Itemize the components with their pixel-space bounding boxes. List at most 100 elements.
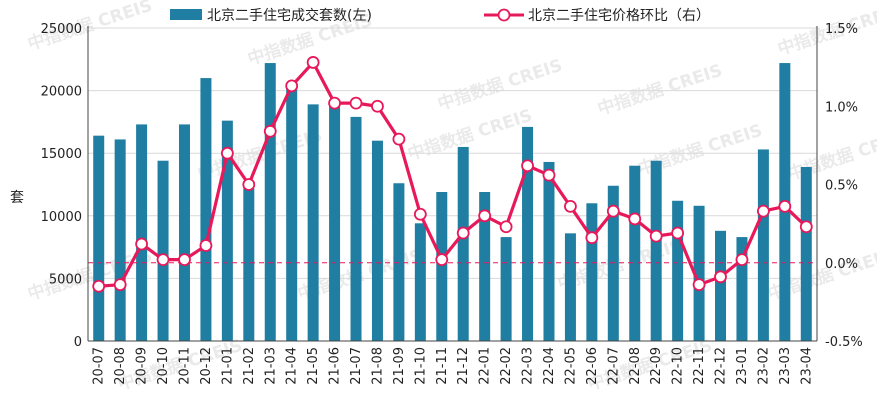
line-point [628, 212, 642, 226]
bar [586, 203, 598, 341]
bar [607, 185, 619, 341]
bar [457, 146, 469, 341]
line-point [499, 220, 513, 234]
line-point [113, 278, 127, 292]
bar [543, 161, 555, 341]
line-point [756, 204, 770, 218]
bar [329, 104, 341, 341]
line-point [92, 279, 106, 293]
line-point [671, 226, 685, 240]
bar [436, 192, 448, 341]
x-tick-label: 21-02 [242, 347, 257, 385]
x-tick-label: 21-04 [285, 347, 300, 385]
x-tick-label: 21-10 [413, 347, 428, 385]
x-tick-label: 21-06 [328, 347, 343, 385]
line-point [349, 96, 363, 110]
line-point [521, 159, 534, 173]
line-point [778, 200, 792, 213]
line-point [585, 231, 599, 245]
line-point [135, 237, 149, 251]
line-point [371, 99, 384, 113]
line-point [328, 96, 341, 110]
left-axis-ticks: 0 5000 10000 15000 20000 25000 [41, 22, 82, 350]
left-tick-label: 10000 [41, 210, 82, 225]
bar [736, 237, 748, 341]
x-tick-label: 21-11 [435, 347, 450, 385]
line-point [735, 253, 749, 267]
right-tick-label: -0.5% [825, 335, 863, 350]
bar [371, 140, 383, 341]
x-tick-label: 20-11 [177, 347, 192, 385]
legend-bar-swatch [170, 9, 202, 20]
bar [672, 200, 684, 341]
bar [157, 160, 169, 341]
left-tick-label: 15000 [41, 147, 82, 162]
bar [93, 135, 105, 341]
right-tick-label: 0.5% [825, 179, 858, 194]
line-point [263, 124, 277, 138]
x-tick-label: 22-03 [521, 347, 536, 385]
x-tick-label: 22-05 [563, 347, 578, 385]
line-point [392, 132, 406, 146]
legend-bar-label: 北京二手住宅成交套数(左) [207, 7, 372, 24]
bar [136, 124, 148, 342]
right-tick-label: 1.5% [825, 22, 858, 37]
x-tick-label: 22-08 [628, 347, 643, 385]
line-point [456, 226, 470, 240]
left-axis-label: 套 [10, 190, 24, 206]
line-point [564, 200, 577, 213]
x-tick-label: 22-11 [692, 347, 707, 385]
x-tick-label: 22-09 [649, 347, 664, 385]
left-tick-label: 0 [74, 335, 82, 350]
line-point [220, 146, 234, 160]
line-point [242, 178, 256, 191]
legend: 北京二手住宅成交套数(左) 北京二手住宅价格环比（右） [170, 7, 710, 24]
x-axis-ticks: 20-07 20-08 20-09 20-10 20-11 20-12 21-01 21-02… [92, 347, 815, 385]
x-tick-label: 20-07 [92, 347, 107, 385]
x-tick-label: 22-02 [499, 347, 514, 385]
bar [286, 88, 298, 341]
x-tick-label: 20-09 [135, 347, 150, 385]
bar [243, 188, 255, 341]
x-tick-label: 23-03 [778, 347, 793, 385]
watermark-text: 中指数据 CREIS [405, 105, 535, 165]
x-tick-label: 22-04 [542, 347, 557, 385]
x-tick-label: 23-01 [735, 347, 750, 385]
legend-line-label: 北京二手住宅价格环比（右） [528, 8, 710, 24]
line-point [285, 79, 299, 93]
x-tick-label: 22-01 [478, 347, 493, 385]
bar [800, 166, 812, 341]
bar [350, 116, 362, 341]
bar [500, 237, 512, 341]
bar [200, 78, 212, 341]
left-tick-label: 20000 [41, 85, 82, 100]
line-point [542, 168, 556, 182]
left-tick-label: 5000 [49, 272, 82, 287]
bar [479, 192, 491, 341]
bar [693, 205, 705, 341]
line-point [478, 209, 492, 223]
x-tick-label: 21-03 [263, 347, 278, 385]
x-tick-label: 20-10 [156, 347, 171, 385]
line-point [714, 270, 727, 284]
line-point [649, 229, 663, 243]
line-point [178, 253, 191, 267]
bar [757, 149, 769, 341]
line-series [92, 56, 813, 293]
line-point [156, 253, 170, 267]
x-tick-label: 21-07 [349, 347, 364, 385]
right-tick-label: 1.0% [825, 100, 858, 115]
x-tick-label: 21-09 [392, 347, 407, 385]
bar [114, 139, 126, 341]
x-tick-label: 22-07 [606, 347, 621, 385]
legend-line-marker [497, 8, 511, 22]
bar [264, 63, 276, 341]
line-point [413, 207, 427, 221]
x-tick-label: 20-08 [113, 347, 128, 385]
bar [178, 124, 190, 342]
x-tick-label: 21-01 [220, 347, 235, 385]
line-point [199, 239, 213, 252]
bar [522, 126, 534, 342]
